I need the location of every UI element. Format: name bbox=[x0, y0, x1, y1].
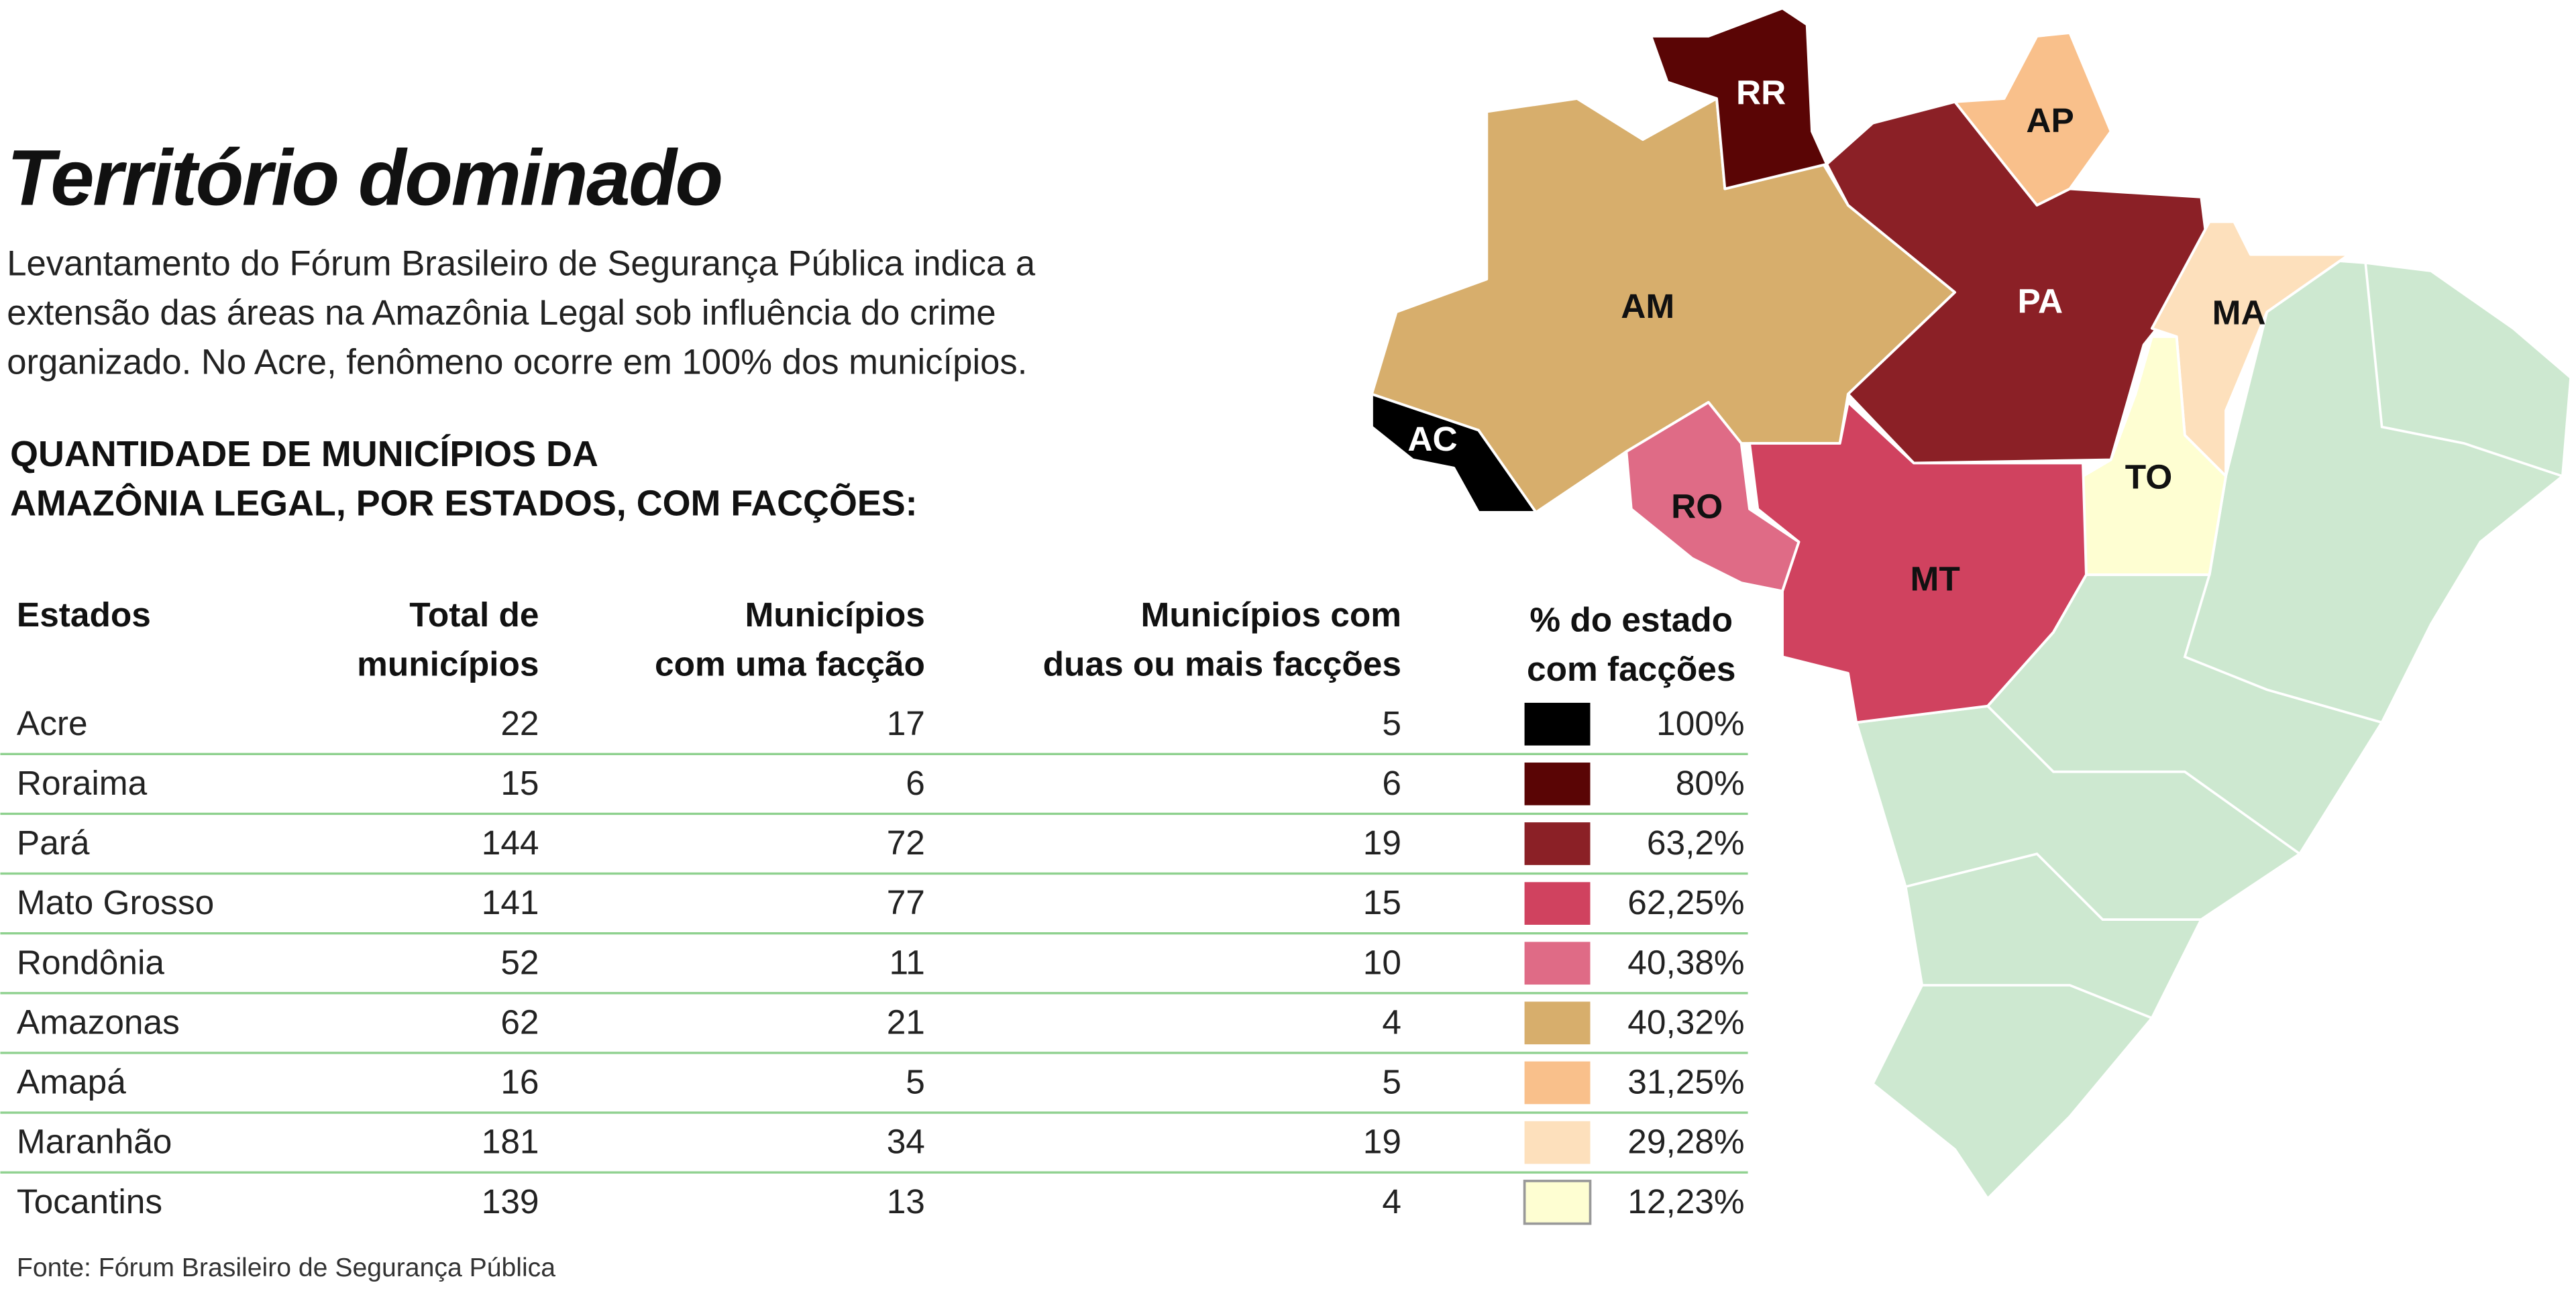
cell-value: 5 bbox=[1382, 704, 1401, 742]
state-label: RR bbox=[1736, 73, 1786, 112]
column-header: com facções bbox=[1527, 649, 1735, 688]
cell-value: 100% bbox=[1656, 704, 1744, 742]
state-ro bbox=[1625, 400, 1801, 593]
column-header: % do estado bbox=[1529, 600, 1733, 639]
cell-value: 4 bbox=[1382, 1182, 1401, 1221]
subtitle-line: Levantamento do Fórum Brasileiro de Segu… bbox=[7, 244, 1036, 284]
subtitle-line: extensão das áreas na Amazônia Legal sob… bbox=[7, 293, 996, 333]
cell-value: 62,25% bbox=[1627, 883, 1744, 921]
column-header: Estados bbox=[17, 595, 151, 634]
column-header: municípios bbox=[357, 644, 539, 683]
cell-value: 5 bbox=[906, 1062, 925, 1101]
border bbox=[1922, 984, 2153, 1019]
cell-value: 63,2% bbox=[1647, 823, 1745, 862]
cell-value: 10 bbox=[1363, 942, 1401, 981]
state-label: RO bbox=[1671, 487, 1723, 526]
state-label: AM bbox=[1621, 286, 1674, 325]
cell-value: 72 bbox=[887, 823, 925, 862]
state-name: Amapá bbox=[17, 1062, 126, 1101]
table-title-line: AMAZÔNIA LEGAL, POR ESTADOS, COM FACÇÕES… bbox=[10, 482, 917, 523]
state-to bbox=[2082, 335, 2227, 576]
state-ac bbox=[1370, 392, 1538, 514]
state-label: TO bbox=[2125, 457, 2172, 496]
cell-value: 19 bbox=[1363, 823, 1401, 862]
color-swatch bbox=[1524, 822, 1591, 865]
cell-value: 181 bbox=[482, 1122, 539, 1161]
cell-value: 15 bbox=[1363, 883, 1401, 921]
cell-value: 144 bbox=[482, 823, 539, 862]
cell-value: 16 bbox=[500, 1062, 539, 1101]
title: Território dominado bbox=[7, 133, 722, 221]
border bbox=[1905, 852, 2202, 921]
color-swatch bbox=[1524, 702, 1591, 746]
state-ma bbox=[2150, 220, 2351, 478]
color-swatch bbox=[1524, 942, 1591, 985]
cell-value: 34 bbox=[887, 1122, 925, 1161]
cell-value: 62 bbox=[500, 1002, 539, 1041]
state-name: Acre bbox=[17, 704, 88, 742]
cell-value: 52 bbox=[500, 942, 539, 981]
state-name: Roraima bbox=[17, 763, 148, 802]
cell-value: 31,25% bbox=[1627, 1062, 1744, 1101]
cell-value: 13 bbox=[887, 1182, 925, 1221]
cell-value: 77 bbox=[887, 883, 925, 921]
state-name: Mato Grosso bbox=[17, 883, 214, 921]
state-name: Rondônia bbox=[17, 942, 164, 981]
state-label: MT bbox=[1911, 559, 1960, 598]
color-swatch bbox=[1524, 1001, 1591, 1045]
state-name: Maranhão bbox=[17, 1122, 172, 1161]
border bbox=[1986, 705, 2301, 855]
state-name: Amazonas bbox=[17, 1002, 180, 1041]
column-header: com uma facção bbox=[655, 644, 925, 683]
state-label: PA bbox=[2018, 282, 2063, 321]
table-title-line: QUANTIDADE DE MUNICÍPIOS DA bbox=[10, 434, 598, 474]
column-header: Total de bbox=[409, 595, 539, 634]
cell-value: 5 bbox=[1382, 1062, 1401, 1101]
cell-value: 17 bbox=[887, 704, 925, 742]
state-label: MA bbox=[2212, 293, 2266, 332]
state-label: AC bbox=[1407, 419, 1457, 458]
cell-value: 11 bbox=[890, 942, 925, 981]
cell-value: 141 bbox=[482, 883, 539, 921]
border bbox=[2364, 262, 2563, 478]
cell-value: 15 bbox=[500, 763, 539, 802]
color-swatch bbox=[1524, 1121, 1591, 1164]
table: Estados Total de municípios Municípios com u… bbox=[0, 595, 1748, 1225]
cell-value: 139 bbox=[482, 1182, 539, 1221]
column-header: Municípios bbox=[745, 595, 924, 634]
state-name: Tocantins bbox=[17, 1182, 162, 1221]
border bbox=[2183, 574, 2383, 724]
source: Fonte: Fórum Brasileiro de Segurança Púb… bbox=[17, 1253, 555, 1282]
cell-value: 4 bbox=[1382, 1002, 1401, 1041]
cell-value: 6 bbox=[906, 763, 925, 802]
color-swatch bbox=[1524, 763, 1591, 805]
color-swatch bbox=[1523, 1180, 1592, 1225]
column-header: Municípios com bbox=[1141, 595, 1401, 634]
color-swatch bbox=[1524, 882, 1591, 925]
cell-value: 40,38% bbox=[1627, 942, 1744, 981]
cell-value: 22 bbox=[500, 704, 539, 742]
cell-value: 40,32% bbox=[1627, 1002, 1744, 1041]
column-header: duas ou mais facções bbox=[1043, 644, 1401, 683]
subtitle-line: organizado. No Acre, fenômeno ocorre em … bbox=[7, 342, 1027, 382]
map: AC RR PA MT RO AM AP MA TO bbox=[1370, 7, 2573, 1200]
state-label: AP bbox=[2026, 101, 2074, 139]
color-swatch bbox=[1524, 1061, 1591, 1105]
cell-value: 21 bbox=[887, 1002, 925, 1041]
state-name: Pará bbox=[17, 823, 90, 862]
cell-value: 12,23% bbox=[1627, 1182, 1744, 1221]
cell-value: 19 bbox=[1363, 1122, 1401, 1161]
cell-value: 6 bbox=[1382, 763, 1401, 802]
cell-value: 80% bbox=[1676, 763, 1745, 802]
state-rr bbox=[1650, 7, 1829, 190]
cell-value: 29,28% bbox=[1627, 1122, 1744, 1161]
